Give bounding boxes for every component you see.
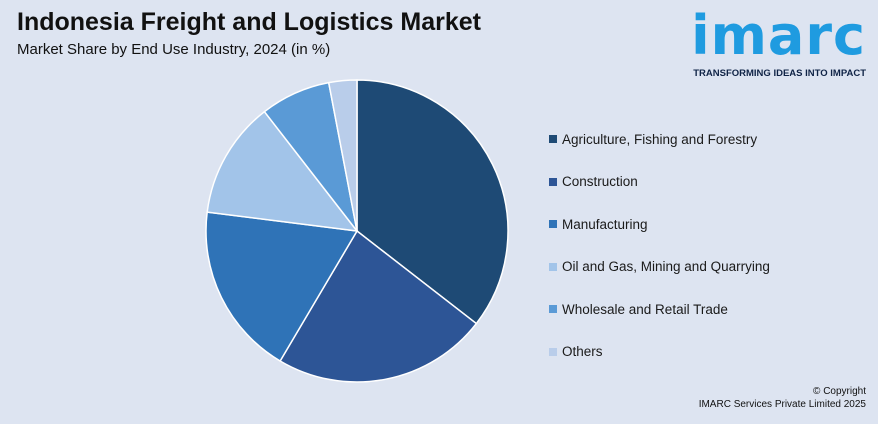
- pie-slice: [327, 79, 358, 232]
- pie-slice: [205, 211, 359, 362]
- copyright-line: © Copyright: [813, 386, 866, 397]
- copyright-line: IMARC Services Private Limited 2025: [698, 399, 866, 410]
- chart-subtitle: Market Share by End Use Industry, 2024 (…: [17, 41, 331, 58]
- legend-item: Wholesale and Retail Trade: [549, 288, 770, 331]
- legend-label: Agriculture, Fishing and Forestry: [562, 131, 758, 147]
- pie-slice: [206, 110, 359, 232]
- legend-item: Construction: [549, 161, 770, 204]
- legend-swatch: [549, 347, 557, 356]
- imarc-logo: imarc TRANSFORMING IDEAS INTO IMPACT: [691, 4, 870, 82]
- legend-label: Others: [562, 344, 603, 360]
- logo-wordmark: imarc: [691, 4, 866, 67]
- legend-label: Wholesale and Retail Trade: [562, 301, 728, 317]
- legend-item: Others: [549, 331, 770, 374]
- legend-swatch: [549, 177, 557, 186]
- legend-swatch: [549, 262, 557, 271]
- legend-item: Agriculture, Fishing and Forestry: [549, 118, 770, 161]
- chart-legend: Agriculture, Fishing and Forestry Constr…: [549, 118, 770, 373]
- logo-tagline: TRANSFORMING IDEAS INTO IMPACT: [693, 68, 866, 79]
- legend-item: Oil and Gas, Mining and Quarrying: [549, 246, 770, 289]
- legend-swatch: [549, 220, 557, 229]
- legend-swatch: [549, 135, 557, 144]
- pie-slice: [356, 79, 509, 325]
- legend-item: Manufacturing: [549, 203, 770, 246]
- chart-title: Indonesia Freight and Logistics Market: [17, 8, 481, 36]
- copyright-notice: © Copyright IMARC Services Private Limit…: [699, 385, 866, 411]
- pie-slice: [279, 229, 478, 383]
- legend-swatch: [549, 305, 557, 314]
- legend-label: Oil and Gas, Mining and Quarrying: [562, 259, 770, 275]
- legend-label: Manufacturing: [562, 216, 648, 232]
- legend-label: Construction: [562, 174, 638, 190]
